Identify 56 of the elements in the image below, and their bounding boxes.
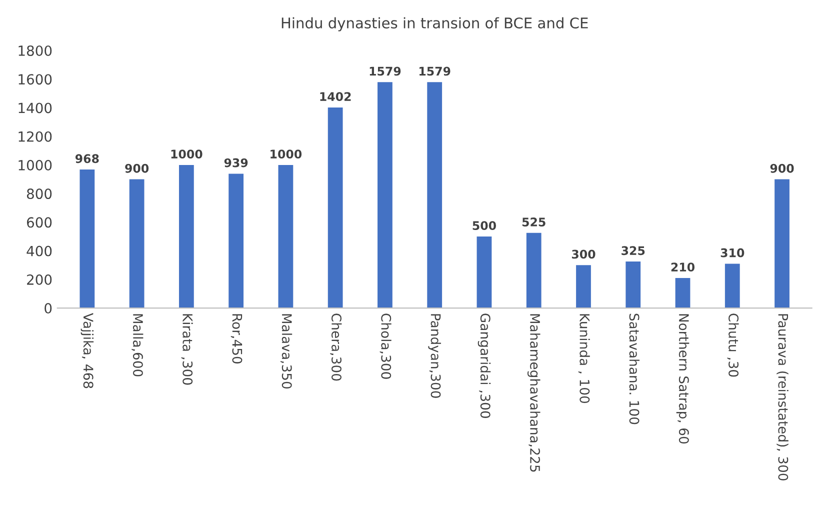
data-label: 1000 bbox=[270, 150, 302, 159]
x-tick-label: Malava,350 bbox=[280, 314, 292, 389]
bar bbox=[675, 278, 690, 308]
bar bbox=[724, 264, 740, 308]
bar bbox=[378, 82, 392, 308]
data-label: 210 bbox=[671, 262, 695, 272]
bar bbox=[774, 179, 790, 308]
bar bbox=[626, 262, 641, 308]
y-tick-label: 1400 bbox=[18, 102, 52, 114]
x-tick-label: Ror,450 bbox=[230, 314, 242, 364]
data-label: 325 bbox=[622, 246, 645, 256]
chart-title: Hindu dynasties in transion of BCE and CE bbox=[282, 17, 588, 32]
bar bbox=[576, 265, 591, 308]
bar bbox=[178, 164, 194, 308]
data-label: 900 bbox=[125, 164, 149, 173]
x-tick-label: Chola,300 bbox=[380, 314, 392, 379]
data-label: 500 bbox=[472, 221, 496, 230]
bar bbox=[427, 82, 442, 308]
data-label: 900 bbox=[770, 164, 794, 173]
data-label: 310 bbox=[720, 248, 744, 258]
data-label: 1579 bbox=[420, 66, 450, 76]
bar bbox=[129, 179, 144, 308]
y-tick-label: 800 bbox=[26, 188, 52, 200]
x-tick-label: Satavahana. 100 bbox=[629, 314, 640, 424]
y-tick-label: 1800 bbox=[18, 45, 52, 56]
x-tick-label: Kirata ,300 bbox=[181, 314, 193, 385]
x-tick-label: Vajjika, 468 bbox=[80, 313, 94, 388]
x-tick-label: Gangaridai ,300 bbox=[478, 314, 491, 418]
data-label: 300 bbox=[572, 250, 596, 259]
data-label: 1402 bbox=[320, 92, 351, 101]
x-tick-label: Mahameghavahana,225 bbox=[527, 314, 540, 472]
x-tick-label: Kuninda , 100 bbox=[578, 314, 590, 404]
x-tick-label: Paurava (reinstated), 300 bbox=[776, 314, 788, 480]
bar bbox=[278, 164, 294, 308]
y-tick-label: 400 bbox=[26, 246, 52, 256]
bar bbox=[476, 236, 492, 308]
y-tick-label: 0 bbox=[44, 303, 52, 314]
y-tick-label: 1000 bbox=[18, 160, 52, 170]
y-tick-label: 600 bbox=[27, 217, 52, 228]
x-tick-label: Malla,600 bbox=[132, 314, 144, 376]
bar bbox=[526, 232, 542, 308]
x-tick-label: Chutu ,30 bbox=[727, 314, 739, 377]
y-tick-label: 1600 bbox=[18, 74, 52, 85]
data-label: 968 bbox=[75, 154, 99, 164]
x-tick-label: Chera,300 bbox=[330, 314, 342, 381]
bar bbox=[228, 174, 244, 308]
y-tick-label: 200 bbox=[27, 274, 52, 285]
data-label: 525 bbox=[522, 218, 546, 226]
data-label: 1000 bbox=[171, 150, 202, 159]
bar bbox=[328, 107, 343, 308]
data-label: 939 bbox=[224, 158, 248, 168]
x-tick-label: Pandyan,300 bbox=[428, 314, 441, 398]
data-label: 1579 bbox=[370, 66, 401, 76]
y-tick-label: 1200 bbox=[18, 131, 52, 142]
x-tick-label: Northern Satrap, 60 bbox=[676, 314, 690, 444]
bar bbox=[80, 170, 95, 308]
